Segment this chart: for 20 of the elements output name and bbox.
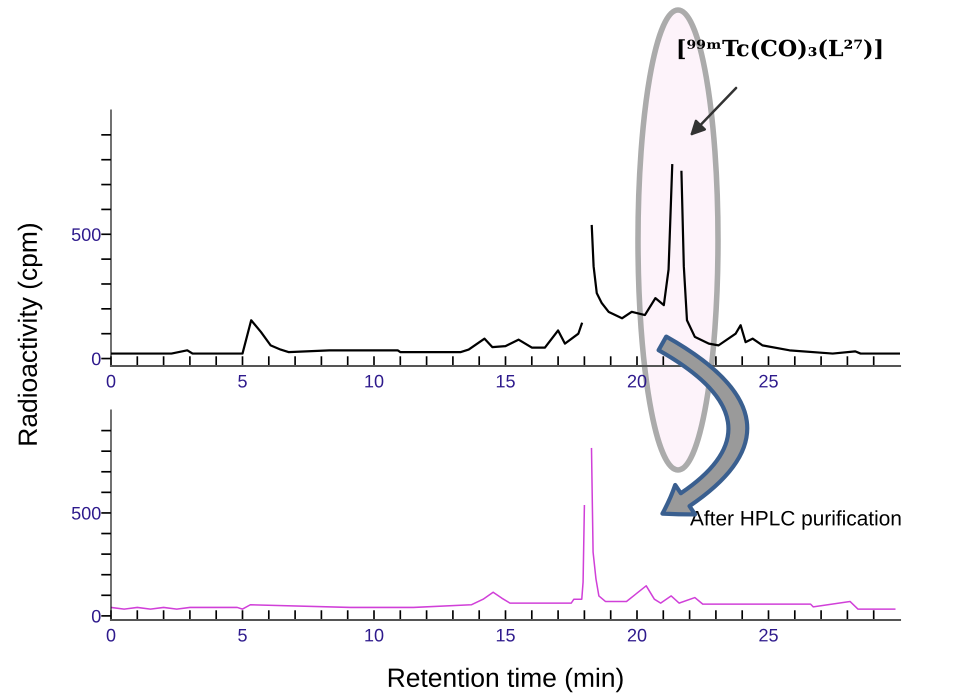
x-tick-label: 15 xyxy=(496,374,515,388)
y-tick-label: 0 xyxy=(92,352,101,366)
y-tick-label: 500 xyxy=(72,506,101,520)
x-tick-label: 10 xyxy=(365,374,384,388)
x-tick-label: 5 xyxy=(238,374,247,388)
x-tick-label: 0 xyxy=(106,374,116,388)
x-tick-label: 5 xyxy=(238,628,247,642)
x-tick-label: 10 xyxy=(365,628,384,642)
y-tick-label: 0 xyxy=(92,610,101,623)
annotation: After HPLC purification xyxy=(690,510,901,530)
x-tick-label: 25 xyxy=(759,374,778,388)
y-axis-title: Radioactivity (cpm) xyxy=(18,224,42,445)
x-tick-label: 0 xyxy=(106,628,116,642)
x-tick-label: 25 xyxy=(759,628,778,642)
x-axis-title: Retention time (min) xyxy=(388,668,623,692)
text: [⁹⁹ᵐTc(CO)₃(L²⁷)] xyxy=(678,39,882,60)
x-tick-label: 20 xyxy=(628,628,646,642)
x-tick-label: 15 xyxy=(496,628,515,642)
x-tick-label: 20 xyxy=(628,374,646,388)
y-tick-label: 500 xyxy=(72,228,101,241)
